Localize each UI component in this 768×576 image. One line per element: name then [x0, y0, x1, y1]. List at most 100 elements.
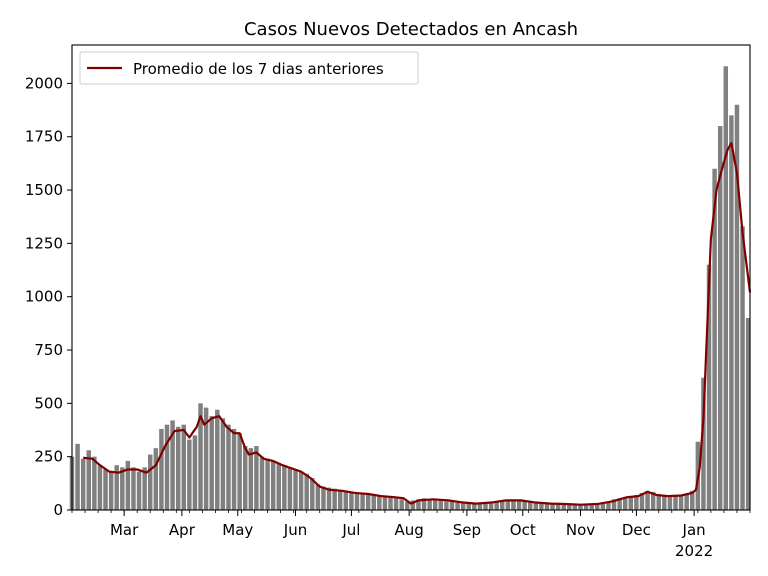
legend-label: Promedio de los 7 dias anteriores	[133, 60, 384, 78]
bar	[315, 484, 321, 510]
bar	[276, 463, 281, 510]
bar	[343, 490, 349, 510]
bar	[555, 503, 561, 510]
bar	[639, 492, 645, 510]
bar	[215, 409, 220, 510]
bar	[550, 503, 555, 510]
bar	[678, 495, 684, 510]
y-tick-label: 500	[34, 394, 63, 412]
bar	[114, 465, 119, 510]
bar	[488, 502, 494, 510]
bar	[304, 473, 309, 510]
bar	[611, 499, 617, 510]
bar	[684, 494, 689, 510]
bar	[662, 495, 667, 510]
bar	[494, 501, 499, 510]
bar	[349, 491, 354, 510]
bar	[80, 458, 86, 510]
bar	[136, 471, 142, 510]
bar	[209, 416, 214, 510]
bar	[673, 495, 678, 510]
bar	[148, 454, 153, 510]
x-axis: Mar Apr May Jun Jul Aug Sep Oct Nov Dec Jan 2022	[71, 510, 751, 560]
bar	[460, 502, 466, 510]
y-tick-label: 1750	[25, 128, 63, 146]
bar	[265, 458, 270, 510]
bar	[606, 501, 611, 510]
bar	[365, 492, 371, 510]
bar	[326, 487, 332, 510]
bar	[393, 497, 399, 510]
bar	[634, 495, 639, 510]
y-axis: 0 250 500 750 1000 1250 1500 1750 2000	[25, 74, 72, 519]
bar	[734, 104, 740, 510]
bar	[248, 448, 254, 510]
x-tick-label: Mar	[110, 521, 139, 539]
bar	[578, 504, 583, 510]
bar	[203, 407, 209, 510]
bar	[92, 456, 97, 510]
x-tick-label: Aug	[394, 521, 423, 539]
bar	[377, 496, 382, 510]
bar	[622, 497, 628, 510]
bar	[583, 504, 589, 510]
y-tick-label: 1250	[25, 234, 63, 252]
bar	[371, 495, 376, 510]
bar	[561, 503, 566, 510]
bar	[723, 66, 729, 510]
legend: Promedio de los 7 dias anteriores	[79, 51, 419, 85]
bar	[120, 467, 125, 510]
y-tick-label: 250	[34, 448, 63, 466]
bar	[287, 467, 293, 510]
bar	[332, 488, 337, 510]
bar	[282, 465, 287, 510]
bar	[153, 448, 159, 510]
bar	[533, 502, 539, 510]
bar	[388, 496, 393, 510]
bar	[432, 500, 438, 510]
bar	[544, 503, 550, 510]
bar	[444, 501, 449, 510]
bar	[690, 490, 695, 510]
bar	[477, 502, 483, 510]
bar	[131, 467, 136, 510]
x-tick-year-label: 2022	[675, 542, 713, 560]
bar	[589, 504, 594, 510]
bar	[500, 500, 505, 510]
bar	[103, 469, 108, 510]
bar	[198, 403, 203, 510]
bar	[86, 450, 91, 510]
bar	[125, 460, 131, 510]
legend-box	[79, 51, 419, 85]
bar	[729, 115, 734, 510]
x-tick-label: Oct	[510, 521, 536, 539]
bar	[516, 501, 522, 510]
bar	[259, 456, 265, 510]
bar	[706, 264, 712, 510]
x-tick-label: Jul	[341, 521, 360, 539]
bar	[231, 428, 237, 510]
bar	[449, 501, 455, 510]
bar	[164, 424, 170, 510]
bar	[505, 500, 511, 510]
bar	[539, 502, 544, 510]
bar	[511, 499, 516, 510]
bar	[405, 501, 410, 510]
bar	[337, 489, 343, 510]
bar	[159, 428, 164, 510]
bar	[237, 433, 242, 510]
bar	[522, 500, 527, 510]
bar	[97, 465, 103, 510]
bar	[399, 499, 404, 510]
chart-title: Casos Nuevos Detectados en Ancash	[244, 19, 578, 40]
bar	[181, 424, 186, 510]
bar	[472, 503, 477, 510]
bar	[712, 168, 717, 510]
bar	[220, 418, 226, 510]
y-tick-label: 0	[53, 501, 63, 519]
x-tick-label: Sep	[453, 521, 481, 539]
bar	[242, 446, 248, 510]
y-tick-label: 2000	[25, 74, 63, 92]
bar	[656, 494, 661, 510]
